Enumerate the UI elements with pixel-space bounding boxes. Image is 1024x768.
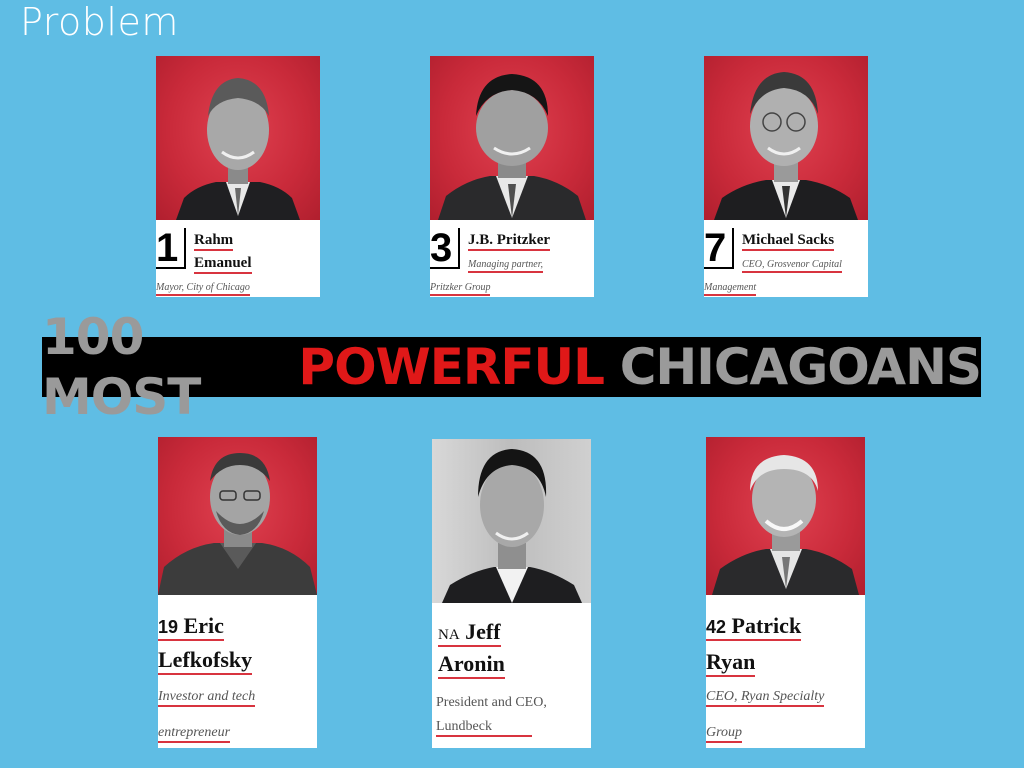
person-card-aronin: NA Jeff Aronin President and CEO, Lundbe… [432,439,591,748]
person-card-sacks: 7 Michael Sacks CEO, Grosvenor Capital M… [704,56,868,297]
rank-number: 42 [706,617,727,637]
person-silhouette-icon [158,453,317,595]
rank-divider-bottom [156,267,186,269]
person-role-line1: Investor and tech [158,689,256,707]
portrait-photo [158,437,317,595]
banner-text-1: 100 MOST [42,308,201,426]
person-role-line1: Managing partner, [468,259,543,273]
portrait-photo [432,439,591,603]
person-silhouette-icon [714,72,858,220]
rank-number: 19 [158,617,179,637]
headline-banner: 100 MOST POWERFUL CHICAGOANS [42,308,982,426]
person-card-pritzker: 3 J.B. Pritzker Managing partner, Pritzk… [430,56,594,297]
person-card-ryan: 42 Patrick Ryan CEO, Ryan Specialty Grou… [706,437,865,748]
slide-title: Problem [20,0,179,44]
person-silhouette-icon [712,455,859,595]
person-name-line1: Michael Sacks [742,232,835,251]
person-name-line1: J.B. Pritzker [468,232,551,251]
rank-divider [458,228,460,268]
person-role: Mayor, City of Chicago [156,282,250,296]
person-role-line2: Pritzker Group [430,282,491,296]
person-role-line2: Group [706,725,743,743]
rank-number: 1 [156,226,179,270]
portrait-photo [430,56,594,220]
person-role-line2: Management [704,282,757,296]
portrait-photo [706,437,865,595]
person-role-line1: CEO, Grosvenor Capital [742,259,842,273]
person-name-line1: 42 Patrick [706,613,802,641]
person-role-line1: President and CEO, [436,695,547,710]
person-role-line1: CEO, Ryan Specialty [706,689,825,707]
banner-text-3: CHICAGOANS [619,338,982,396]
person-silhouette-icon [176,78,300,220]
rank-number: 3 [430,226,453,270]
person-silhouette-icon [438,74,586,220]
person-name-line1: 19 Eric [158,613,224,641]
banner-text-2: POWERFUL [298,338,605,396]
person-name-line2: Aronin [438,651,505,679]
person-name-line2: Lefkofsky [158,647,253,675]
person-silhouette-icon [442,449,582,603]
portrait-photo [704,56,868,220]
person-role-line2: Lundbeck [436,719,532,737]
rank-number: 7 [704,226,727,270]
person-card-emanuel: 1 Rahm Emanuel Mayor, City of Chicago [156,56,320,297]
rank-divider-bottom [430,267,460,269]
portrait-photo [156,56,320,220]
rank-divider-bottom [704,267,734,269]
rank-divider [184,228,186,268]
person-name-line2: Emanuel [194,255,252,274]
person-name-line1: Rahm [194,232,234,251]
rank-divider [732,228,734,268]
person-role-line2: entrepreneur [158,725,231,743]
rank-number: NA [438,627,460,643]
person-name-line2: Ryan [706,649,756,677]
person-name-line1: NA Jeff [438,619,501,647]
person-card-lefkofsky: 19 Eric Lefkofsky Investor and tech entr… [158,437,317,748]
